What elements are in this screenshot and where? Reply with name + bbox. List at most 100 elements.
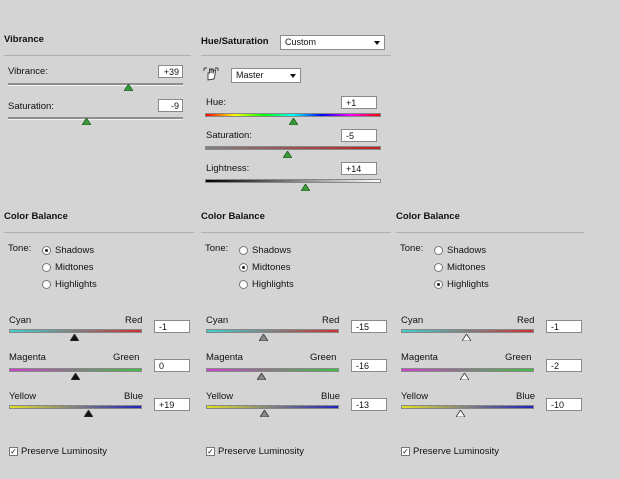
green-label: Green	[505, 352, 532, 363]
magenta-green-slider-thumb[interactable]	[71, 373, 80, 380]
lightness-value-input[interactable]: +14	[341, 162, 377, 175]
tone-radio-highlights[interactable]	[434, 280, 443, 289]
magenta-label: Magenta	[206, 352, 243, 363]
tone-label-shadows: Shadows	[252, 245, 292, 256]
tone-radio-shadows[interactable]	[434, 246, 443, 255]
preserve-luminosity-label: Preserve Luminosity	[21, 446, 108, 457]
chevron-down-icon	[374, 41, 380, 45]
preserve-luminosity-label: Preserve Luminosity	[413, 446, 500, 457]
cyan-label: Cyan	[9, 315, 32, 326]
green-label: Green	[113, 352, 140, 363]
cyan-red-slider-thumb[interactable]	[461, 334, 471, 341]
yellow-blue-value-input[interactable]: -13	[351, 398, 387, 411]
cyan-label: Cyan	[401, 315, 424, 326]
tone-label-shadows: Shadows	[447, 245, 487, 256]
tone-radio-midtones[interactable]	[239, 263, 248, 272]
yellow-blue-slider-thumb[interactable]	[84, 410, 94, 417]
magenta-green-slider-thumb[interactable]	[257, 373, 267, 380]
lightness-label: Lightness:	[206, 163, 250, 174]
vibrance-title: Vibrance	[4, 34, 44, 45]
yellow-blue-slider-thumb[interactable]	[260, 410, 270, 417]
preserve-luminosity-checkbox[interactable]: ✓	[9, 447, 18, 456]
tone-label-shadows: Shadows	[55, 245, 95, 256]
tone-radio-shadows[interactable]	[42, 246, 51, 255]
hue-saturation-slider-track[interactable]	[205, 146, 381, 150]
vibrance-saturation-slider-track[interactable]	[8, 117, 183, 120]
blue-label: Blue	[321, 391, 341, 402]
divider	[201, 232, 391, 233]
divider	[396, 232, 584, 233]
yellow-blue-value-input[interactable]: +19	[154, 398, 190, 411]
tone-label-midtones: Midtones	[447, 262, 486, 273]
color-balance-title: Color Balance	[4, 211, 68, 222]
tone-label-highlights: Highlights	[252, 279, 294, 290]
lightness-slider-track[interactable]	[205, 179, 381, 183]
color-balance-title: Color Balance	[396, 211, 460, 222]
magenta-green-value-input[interactable]: -16	[351, 359, 387, 372]
tone-label: Tone:	[400, 243, 424, 254]
cyan-red-slider-track[interactable]	[401, 329, 534, 333]
red-label: Red	[125, 315, 143, 326]
cyan-red-slider-thumb[interactable]	[69, 334, 79, 341]
targeted-adjustment-hand-icon[interactable]	[203, 66, 219, 82]
hue-slider-thumb[interactable]	[288, 118, 298, 125]
cyan-red-slider-track[interactable]	[9, 329, 142, 333]
hue-saturation-value-input[interactable]: -5	[341, 129, 377, 142]
cyan-red-value-input[interactable]: -15	[351, 320, 387, 333]
magenta-green-slider-track[interactable]	[9, 368, 142, 372]
cyan-red-slider-thumb[interactable]	[258, 334, 268, 341]
cyan-red-slider-track[interactable]	[206, 329, 339, 333]
channel-dropdown[interactable]: Master	[231, 68, 301, 83]
tone-radio-highlights[interactable]	[42, 280, 51, 289]
divider	[4, 55, 191, 56]
magenta-green-slider-thumb[interactable]	[460, 373, 470, 380]
magenta-green-value-input[interactable]: 0	[154, 359, 190, 372]
magenta-label: Magenta	[401, 352, 438, 363]
red-label: Red	[322, 315, 340, 326]
yellow-blue-slider-track[interactable]	[401, 405, 534, 409]
yellow-blue-value-input[interactable]: -10	[546, 398, 582, 411]
hue-saturation-label: Saturation:	[206, 130, 252, 141]
channel-dropdown-value: Master	[236, 70, 264, 80]
yellow-blue-slider-track[interactable]	[9, 405, 142, 409]
magenta-green-slider-track[interactable]	[206, 368, 339, 372]
tone-radio-midtones[interactable]	[42, 263, 51, 272]
hue-saturation-slider-thumb[interactable]	[283, 151, 293, 158]
vibrance-saturation-label: Saturation:	[8, 101, 54, 112]
tone-label-midtones: Midtones	[252, 262, 291, 273]
preserve-luminosity-checkbox[interactable]: ✓	[206, 447, 215, 456]
yellow-blue-slider-thumb[interactable]	[456, 410, 466, 417]
yellow-blue-slider-track[interactable]	[206, 405, 339, 409]
tone-label-midtones: Midtones	[55, 262, 94, 273]
magenta-green-value-input[interactable]: -2	[546, 359, 582, 372]
cyan-label: Cyan	[206, 315, 229, 326]
tone-label-highlights: Highlights	[55, 279, 97, 290]
preset-dropdown-value: Custom	[285, 37, 317, 47]
cyan-red-value-input[interactable]: -1	[154, 320, 190, 333]
divider	[4, 232, 194, 233]
tone-radio-highlights[interactable]	[239, 280, 248, 289]
vibrance-saturation-slider-thumb[interactable]	[82, 118, 92, 125]
tone-label: Tone:	[8, 243, 32, 254]
magenta-label: Magenta	[9, 352, 46, 363]
vibrance-value-input[interactable]: +39	[158, 65, 183, 78]
preserve-luminosity-checkbox[interactable]: ✓	[401, 447, 410, 456]
preset-dropdown[interactable]: Custom	[280, 35, 385, 50]
hue-slider-track[interactable]	[205, 113, 381, 117]
cyan-red-value-input[interactable]: -1	[546, 320, 582, 333]
hue-saturation-title: Hue/Saturation	[201, 36, 269, 47]
blue-label: Blue	[124, 391, 144, 402]
tone-radio-shadows[interactable]	[239, 246, 248, 255]
red-label: Red	[517, 315, 535, 326]
vibrance-saturation-value-input[interactable]: -9	[158, 99, 183, 112]
yellow-label: Yellow	[206, 391, 234, 402]
preserve-luminosity-label: Preserve Luminosity	[218, 446, 305, 457]
vibrance-slider-thumb[interactable]	[124, 84, 134, 91]
hue-value-input[interactable]: +1	[341, 96, 377, 109]
tone-label-highlights: Highlights	[447, 279, 489, 290]
yellow-label: Yellow	[401, 391, 429, 402]
tone-radio-midtones[interactable]	[434, 263, 443, 272]
lightness-slider-thumb[interactable]	[300, 184, 310, 191]
vibrance-slider-track[interactable]	[8, 83, 183, 86]
magenta-green-slider-track[interactable]	[401, 368, 534, 372]
